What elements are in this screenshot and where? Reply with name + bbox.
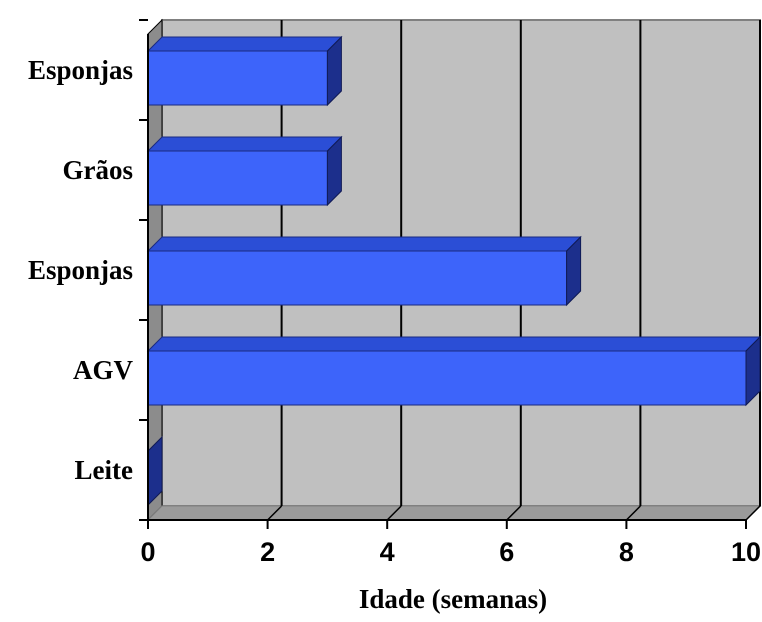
bar-front bbox=[147, 50, 328, 106]
bar-side bbox=[745, 335, 761, 407]
x-tick-label: 2 bbox=[260, 537, 275, 567]
labels: 0 2 4 6 8 10 Leite AGV Esponjas Grãos Esponjas bbox=[28, 55, 761, 567]
category-label: Leite bbox=[75, 455, 133, 485]
bar-side bbox=[566, 235, 582, 307]
bar bbox=[146, 235, 582, 307]
bar bbox=[146, 35, 343, 107]
bars bbox=[146, 35, 762, 507]
gridline-floor bbox=[625, 505, 641, 521]
x-tick-label: 0 bbox=[140, 537, 155, 567]
category-label: Grãos bbox=[63, 155, 134, 185]
bar-side bbox=[326, 35, 342, 107]
gridline-floor bbox=[745, 505, 761, 521]
category-label: Esponjas bbox=[28, 255, 133, 285]
x-tick-label: 4 bbox=[380, 537, 395, 567]
bar-front bbox=[147, 150, 328, 206]
bar bbox=[146, 135, 343, 207]
bar-top bbox=[146, 36, 343, 52]
bar-top bbox=[146, 136, 343, 152]
bar-front bbox=[147, 250, 568, 306]
bar-side bbox=[326, 135, 342, 207]
gridline-floor bbox=[267, 505, 283, 521]
x-tick-label: 8 bbox=[619, 537, 634, 567]
gridline-floor bbox=[506, 505, 522, 521]
bar-front bbox=[147, 350, 747, 406]
bar-top bbox=[146, 236, 582, 252]
axes bbox=[139, 19, 747, 529]
x-axis-title: Idade (semanas) bbox=[359, 584, 547, 614]
category-label: AGV bbox=[73, 355, 134, 385]
category-label: Esponjas bbox=[28, 55, 133, 85]
bar-top bbox=[146, 336, 762, 352]
bar bbox=[146, 335, 762, 407]
x-tick-label: 10 bbox=[731, 537, 761, 567]
plot-floor bbox=[146, 505, 762, 521]
x-tick-label: 6 bbox=[499, 537, 514, 567]
gridline-floor bbox=[386, 505, 402, 521]
